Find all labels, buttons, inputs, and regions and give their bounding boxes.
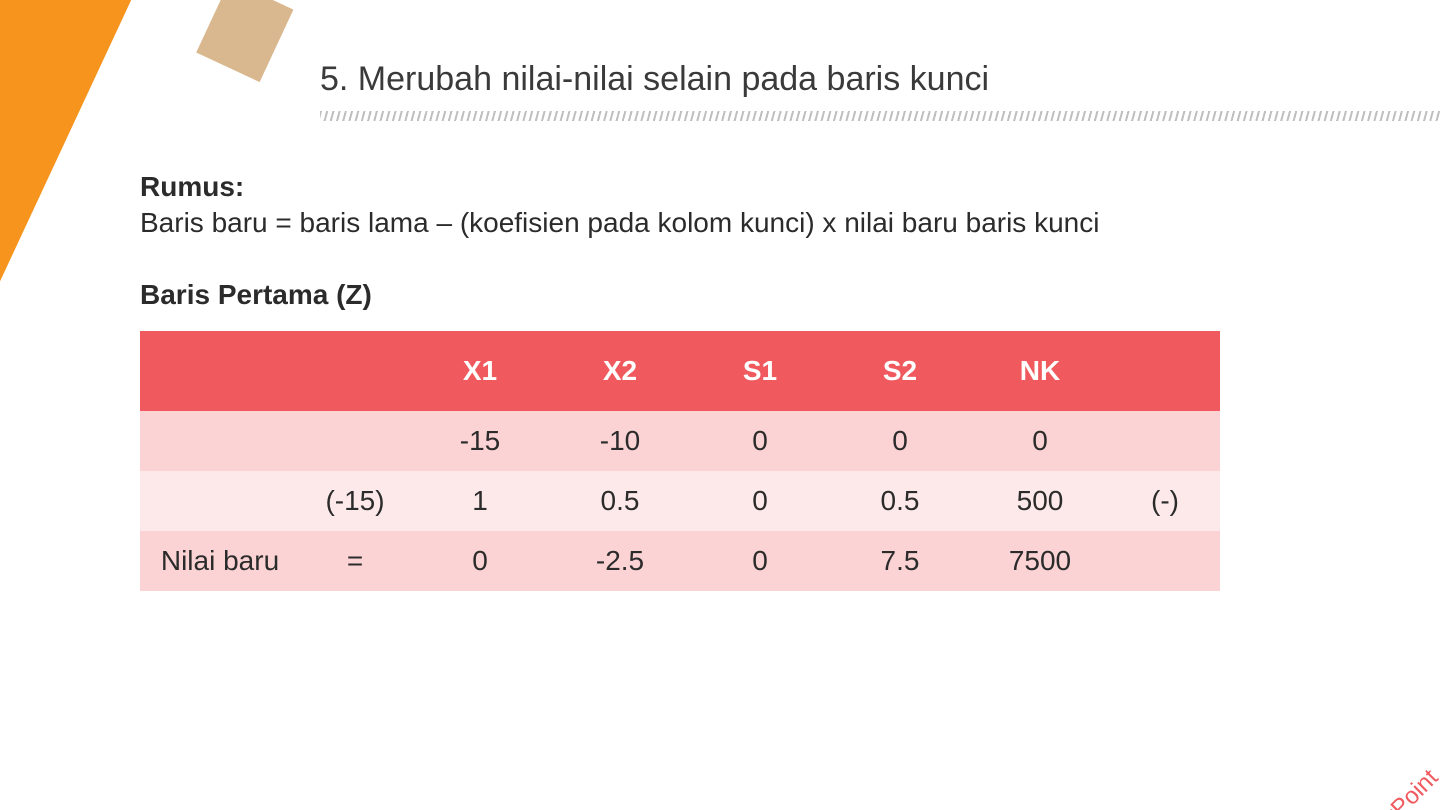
formula-text: Baris baru = baris lama – (koefisien pad… <box>140 207 1360 239</box>
table-cell: -10 <box>550 411 690 471</box>
table-cell: = <box>300 531 410 591</box>
table-cell: -2.5 <box>550 531 690 591</box>
table-cell: (-15) <box>300 471 410 531</box>
data-table: X1 X2 S1 S2 NK -15 -10 0 0 0 <box>140 331 1220 591</box>
table-cell <box>1110 411 1220 471</box>
table-cell <box>140 411 300 471</box>
table-cell <box>300 411 410 471</box>
table-header-cell <box>1110 331 1220 411</box>
table-cell: 500 <box>970 471 1110 531</box>
table-row: -15 -10 0 0 0 <box>140 411 1220 471</box>
table-header-cell: S2 <box>830 331 970 411</box>
table-cell: -15 <box>410 411 550 471</box>
table-header-cell <box>140 331 300 411</box>
title-divider <box>320 111 1440 121</box>
table-cell <box>1110 531 1220 591</box>
slide: 5. Merubah nilai-nilai selain pada baris… <box>0 0 1440 810</box>
table-cell: 0.5 <box>550 471 690 531</box>
table-row: Nilai baru = 0 -2.5 0 7.5 7500 <box>140 531 1220 591</box>
table-header-cell: NK <box>970 331 1110 411</box>
table-header-cell: X2 <box>550 331 690 411</box>
table-cell: 7500 <box>970 531 1110 591</box>
formula-label: Rumus: <box>140 171 1360 203</box>
table-cell: 0 <box>690 531 830 591</box>
table-cell: 0 <box>690 471 830 531</box>
table-header-cell: S1 <box>690 331 830 411</box>
table-header-cell: X1 <box>410 331 550 411</box>
table-cell <box>140 471 300 531</box>
content-area: 5. Merubah nilai-nilai selain pada baris… <box>0 0 1440 810</box>
table-cell: 0.5 <box>830 471 970 531</box>
table-cell: 0 <box>970 411 1110 471</box>
table-row: (-15) 1 0.5 0 0.5 500 (-) <box>140 471 1220 531</box>
body: Rumus: Baris baru = baris lama – (koefis… <box>0 121 1440 591</box>
table-cell: 1 <box>410 471 550 531</box>
table-cell: Nilai baru <box>140 531 300 591</box>
table-cell: 0 <box>410 531 550 591</box>
table-header-row: X1 X2 S1 S2 NK <box>140 331 1220 411</box>
table-cell: (-) <box>1110 471 1220 531</box>
slide-title: 5. Merubah nilai-nilai selain pada baris… <box>0 60 1440 99</box>
table-cell: 0 <box>690 411 830 471</box>
table-cell: 7.5 <box>830 531 970 591</box>
table-header-cell <box>300 331 410 411</box>
table-cell: 0 <box>830 411 970 471</box>
section-label: Baris Pertama (Z) <box>140 279 1360 311</box>
